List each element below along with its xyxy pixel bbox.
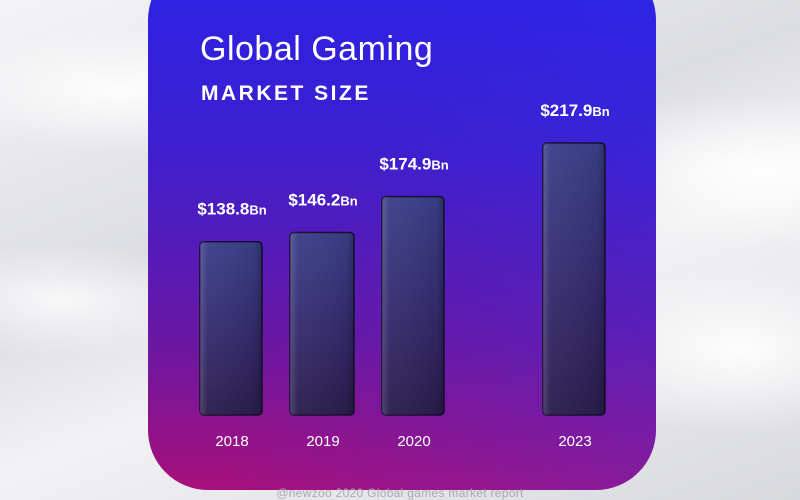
bar-shading-2023 xyxy=(543,143,605,415)
value-label-2019: $146.2Bn xyxy=(288,191,357,210)
bar-shading-2019 xyxy=(290,232,354,415)
x-tick-label-2018: 2018 xyxy=(215,433,248,450)
value-label-2020: $174.9Bn xyxy=(379,155,448,174)
value-label-2023: $217.9Bn xyxy=(540,101,609,120)
x-tick-label-2019: 2019 xyxy=(306,433,339,450)
x-tick-label-2023: 2023 xyxy=(558,433,591,450)
bar-shading-2020 xyxy=(382,196,444,415)
source-footer: @newzoo 2020 Global games market report xyxy=(276,486,524,500)
x-tick-label-2020: 2020 xyxy=(397,433,430,450)
chart-subtitle: MARKET SIZE xyxy=(201,82,371,105)
chart-title: Global Gaming xyxy=(200,30,434,68)
bar-shading-2018 xyxy=(200,241,262,415)
value-label-2018: $138.8Bn xyxy=(197,200,266,219)
